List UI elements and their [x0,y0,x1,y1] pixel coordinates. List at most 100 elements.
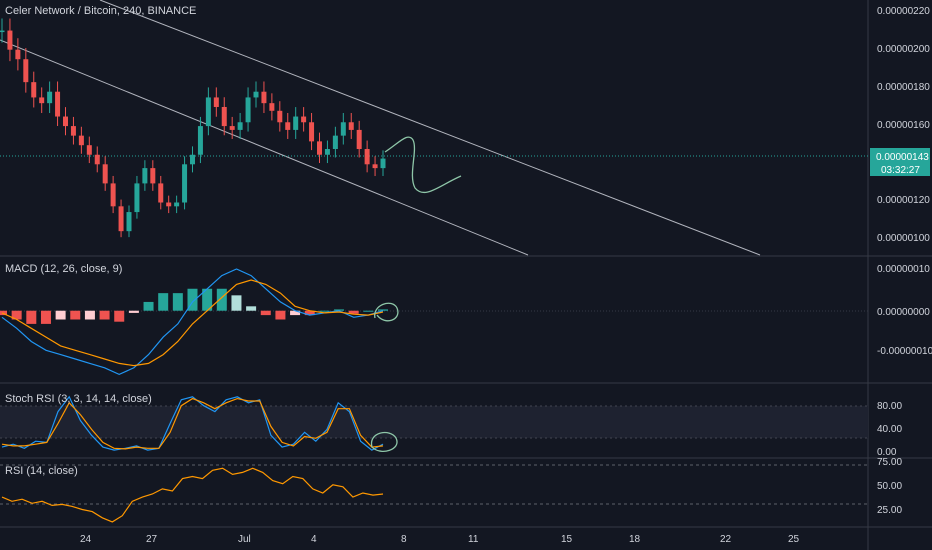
candle-body[interactable] [325,149,330,155]
candle-body[interactable] [182,164,187,202]
time-label: 8 [401,534,407,545]
candle-body[interactable] [158,183,163,202]
candle-body[interactable] [79,136,84,146]
candle-body[interactable] [285,122,290,130]
candle-body[interactable] [254,92,259,98]
candle-body[interactable] [222,107,227,126]
candle-body[interactable] [293,117,298,130]
macd-histogram-bar [144,302,154,311]
macd-title[interactable]: MACD (12, 26, close, 9) [5,263,122,275]
time-label: 11 [468,534,479,545]
candle-body[interactable] [214,97,219,107]
macd-histogram-bar [261,311,271,315]
time-label: 27 [146,534,158,545]
candle-body[interactable] [39,97,44,103]
rsi-tick: 25.00 [877,505,902,516]
candle-body[interactable] [357,130,362,149]
macd-pane[interactable] [0,256,868,383]
time-label: 18 [629,534,641,545]
price-tick: 0.00000220 [877,6,930,17]
candle-body[interactable] [166,203,171,207]
time-label: 15 [561,534,573,545]
candle-body[interactable] [230,126,235,130]
macd-histogram-bar [275,311,285,320]
macd-tick: -0.00000010 [877,346,932,357]
time-label: Jul [238,534,251,545]
macd-histogram-bar [173,293,183,311]
candle-body[interactable] [95,155,100,165]
candle-body[interactable] [15,50,20,60]
candle-body[interactable] [47,92,52,103]
time-label: 22 [720,534,732,545]
candle-body[interactable] [127,212,132,231]
macd-histogram-bar [217,289,227,311]
candle-body[interactable] [301,117,306,123]
candle-body[interactable] [341,122,346,135]
price-tick: 0.00000200 [877,44,930,55]
stoch-tick: 40.00 [877,424,902,435]
macd-histogram-bar [319,311,329,312]
macd-tick: 0.00000010 [877,264,930,275]
macd-histogram-bar [85,311,95,320]
rsi-tick: 50.00 [877,481,902,492]
macd-histogram-bar [26,311,36,324]
chart-title: Celer Network / Bitcoin, 240, BINANCE [5,5,196,17]
macd-histogram-bar [114,311,124,322]
stoch-tick: 80.00 [877,401,902,412]
rsi-pane[interactable] [0,458,868,527]
candle-body[interactable] [63,117,68,127]
price-tick: 0.00000120 [877,195,930,206]
candle-body[interactable] [119,206,124,231]
macd-histogram-bar [363,311,373,312]
candle-body[interactable] [269,103,274,111]
candle-body[interactable] [31,82,36,97]
last-price-label: 0.00000143 [876,152,929,163]
candle-body[interactable] [246,97,251,122]
price-tick: 0.00000160 [877,120,930,131]
candle-body[interactable] [23,59,28,82]
macd-histogram-bar [56,311,66,320]
candle-body[interactable] [7,31,12,50]
candle-body[interactable] [190,155,195,165]
candle-body[interactable] [309,122,314,141]
candle-body[interactable] [277,111,282,122]
candle-body[interactable] [365,149,370,164]
candle-body[interactable] [87,145,92,155]
candle-body[interactable] [373,164,378,168]
countdown-label: 03:32:27 [881,165,920,176]
time-label: 24 [80,534,92,545]
macd-histogram-bar [231,295,241,310]
macd-tick: 0.00000000 [877,307,930,318]
macd-histogram-bar [100,311,110,320]
candle-body[interactable] [174,203,179,207]
candle-body[interactable] [206,97,211,126]
macd-histogram-bar [41,311,51,324]
price-tick: 0.00000100 [877,233,930,244]
candle-body[interactable] [317,141,322,154]
macd-histogram-bar [70,311,80,320]
candle-body[interactable] [111,183,116,206]
rsi-title[interactable]: RSI (14, close) [5,465,78,477]
time-label: 4 [311,534,317,545]
candle-body[interactable] [0,31,5,32]
candle-body[interactable] [71,126,76,136]
candle-body[interactable] [150,168,155,183]
price-tick: 0.00000180 [877,82,930,93]
time-label: 25 [788,534,800,545]
macd-histogram-bar [378,309,388,310]
rsi-tick: 75.00 [877,457,902,468]
candle-body[interactable] [103,164,108,183]
candle-body[interactable] [349,122,354,130]
candle-body[interactable] [198,126,203,155]
macd-histogram-bar [129,311,139,313]
candle-body[interactable] [381,159,386,169]
candle-body[interactable] [261,92,266,103]
stoch-title[interactable]: Stoch RSI (3, 3, 14, 14, close) [5,393,152,405]
candle-body[interactable] [238,122,243,130]
candle-body[interactable] [55,92,60,117]
candle-body[interactable] [333,136,338,149]
macd-histogram-bar [158,293,168,311]
candle-body[interactable] [134,183,139,212]
candle-body[interactable] [142,168,147,183]
